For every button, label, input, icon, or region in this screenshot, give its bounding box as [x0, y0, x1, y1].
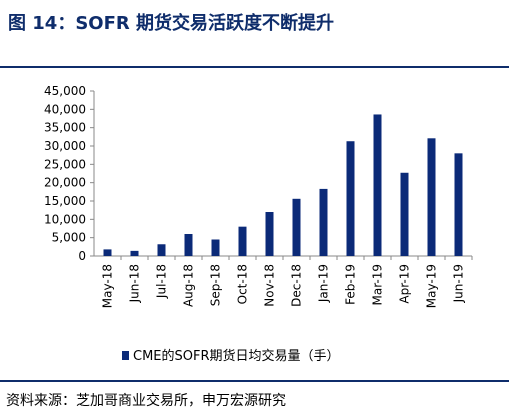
- legend-swatch: [122, 351, 129, 360]
- x-tick-label: Dec-18: [290, 264, 304, 307]
- x-tick-label: Oct-18: [236, 264, 250, 304]
- y-axis-tick-labels: 0 5,000 10,000 15,000 20,000 25,000 30,000 35,0…: [44, 84, 86, 263]
- legend-label: CME的SOFR期货日均交易量（手）: [133, 348, 340, 364]
- bar: [211, 239, 220, 256]
- bar: [184, 234, 193, 256]
- bars: [103, 114, 463, 256]
- bar: [130, 250, 139, 256]
- x-tick-label: Feb-19: [344, 264, 358, 305]
- x-tick-label: Apr-19: [398, 264, 412, 304]
- bar: [319, 188, 328, 256]
- chart-axes: [90, 90, 473, 260]
- bar: [427, 138, 436, 256]
- y-tick-label: 0: [78, 249, 86, 263]
- chart-title: 图 14：SOFR 期货交易活跃度不断提升: [8, 13, 335, 34]
- bar: [400, 172, 409, 256]
- bar-chart: 0 5,000 10,000 15,000 20,000 25,000 30,000 35,0…: [44, 84, 473, 364]
- y-tick-label: 35,000: [44, 121, 86, 135]
- bar: [292, 198, 301, 256]
- y-tick-label: 10,000: [44, 212, 86, 226]
- x-tick-label: May-18: [101, 264, 115, 308]
- x-tick-label: Jan-19: [317, 264, 331, 303]
- bar: [238, 226, 247, 256]
- y-tick-label: 25,000: [44, 157, 86, 171]
- x-tick-label: Jun-18: [128, 264, 142, 303]
- x-tick-label: Jun-19: [452, 264, 466, 303]
- bar: [454, 153, 463, 256]
- bar: [103, 249, 112, 256]
- x-tick-label: Sep-18: [209, 264, 223, 306]
- source-divider: [0, 380, 509, 382]
- y-tick-label: 5,000: [52, 231, 86, 245]
- bar: [265, 212, 274, 256]
- x-tick-label: Aug-18: [182, 264, 196, 307]
- x-tick-label: Nov-18: [263, 264, 277, 307]
- x-tick-label: May-19: [425, 264, 439, 308]
- bar: [346, 141, 355, 256]
- x-axis-tick-labels: May-18 Jun-18 Jul-18 Aug-18 Sep-18 Oct-18 Nov-…: [101, 264, 466, 308]
- bar: [157, 244, 166, 256]
- bar: [373, 114, 382, 256]
- y-tick-label: 45,000: [44, 84, 86, 98]
- title-divider: [0, 66, 509, 68]
- legend: CME的SOFR期货日均交易量（手）: [122, 348, 340, 364]
- y-tick-label: 20,000: [44, 176, 86, 190]
- source-note: 资料来源：芝加哥商业交易所，申万宏源研究: [6, 393, 286, 409]
- y-tick-label: 15,000: [44, 194, 86, 208]
- y-tick-label: 40,000: [44, 102, 86, 116]
- x-tick-label: Mar-19: [371, 264, 385, 305]
- y-tick-label: 30,000: [44, 139, 86, 153]
- x-tick-label: Jul-18: [155, 264, 169, 299]
